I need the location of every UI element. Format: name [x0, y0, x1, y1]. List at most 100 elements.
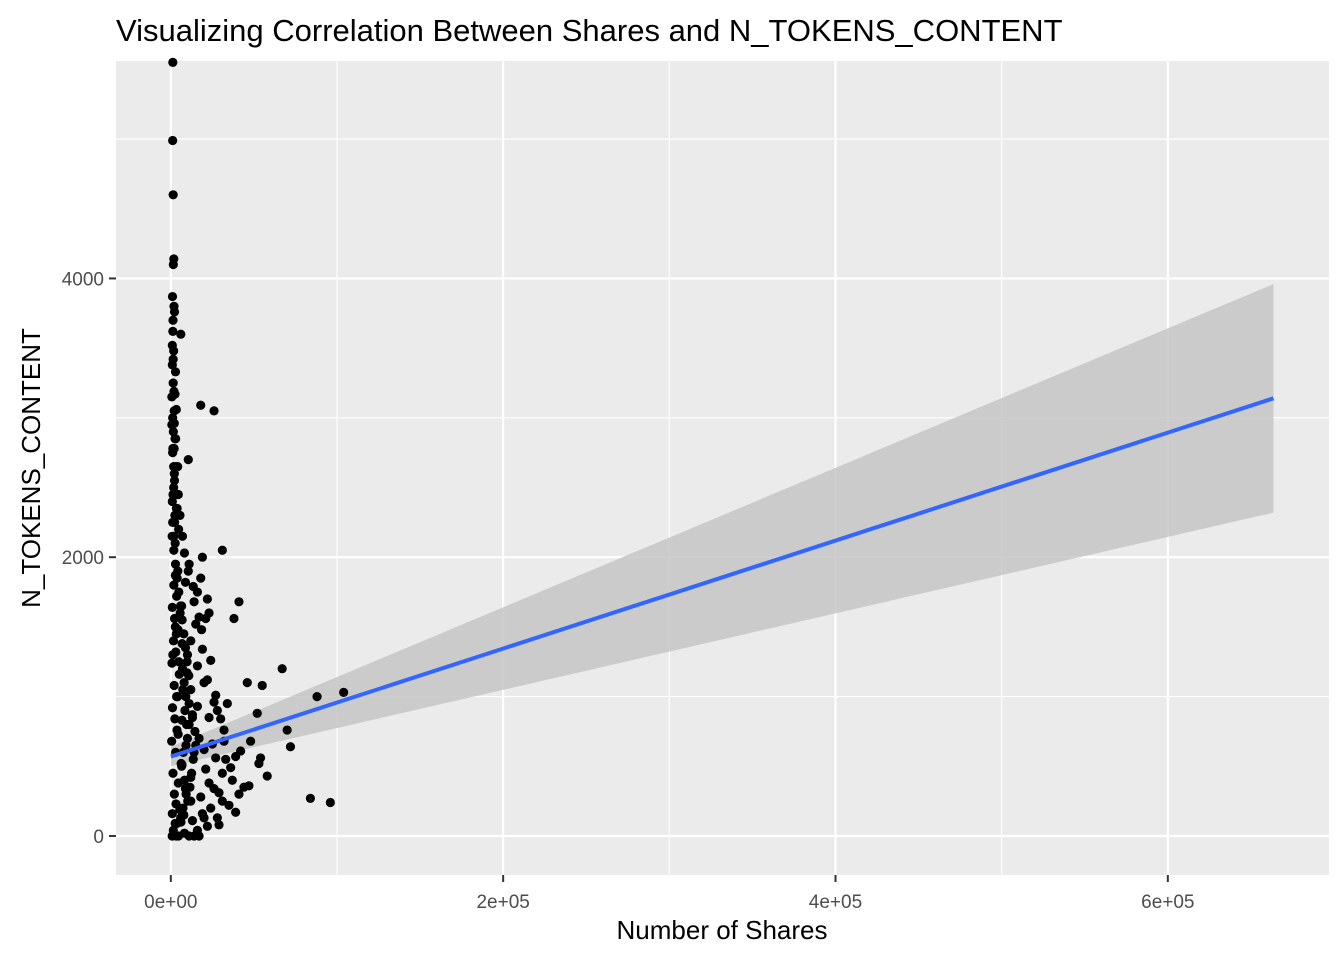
data-point	[189, 597, 199, 607]
data-point	[197, 552, 208, 562]
data-point	[167, 360, 177, 370]
data-point	[169, 468, 179, 479]
data-point	[252, 708, 262, 718]
data-point	[199, 678, 209, 688]
data-point	[196, 625, 207, 635]
data-point	[168, 378, 178, 388]
data-point	[170, 517, 180, 527]
data-point	[257, 680, 267, 691]
smooth-line-group	[170, 396, 1275, 759]
data-point	[182, 650, 193, 660]
data-point	[190, 726, 200, 737]
data-point	[236, 746, 246, 756]
data-point	[185, 782, 195, 792]
data-point	[217, 796, 227, 806]
data-point	[181, 740, 191, 750]
data-point	[170, 714, 180, 724]
data-point	[277, 664, 287, 674]
data-point	[196, 792, 206, 802]
data-point	[211, 753, 221, 763]
data-point	[242, 678, 252, 688]
data-point	[184, 698, 194, 709]
data-point	[168, 768, 178, 778]
data-point	[222, 698, 232, 709]
data-point	[180, 577, 191, 587]
data-point	[169, 475, 180, 486]
data-point	[285, 742, 296, 752]
data-point	[172, 725, 182, 735]
data-point	[169, 545, 179, 555]
axis-tick-labels: 0e+00 2e+05 4e+05 6e+05 0 2000 4000	[62, 269, 1195, 913]
data-point	[209, 697, 219, 707]
x-axis-title: Number of Shares	[617, 915, 828, 945]
data-point	[179, 629, 189, 639]
data-points	[167, 57, 349, 841]
data-point	[183, 796, 193, 806]
data-point	[173, 489, 183, 500]
data-point	[245, 736, 256, 746]
data-point	[181, 691, 191, 702]
data-point	[187, 816, 198, 826]
data-point	[206, 655, 216, 665]
data-point	[168, 57, 178, 67]
data-point	[212, 705, 222, 716]
y-tick-label: 4000	[62, 269, 104, 290]
data-point	[180, 643, 191, 653]
data-point	[167, 496, 177, 507]
data-point	[325, 797, 335, 808]
data-point	[184, 671, 194, 681]
data-point	[169, 680, 179, 691]
data-point	[170, 622, 180, 632]
x-tick-label: 2e+05	[476, 892, 529, 913]
data-point	[170, 559, 181, 569]
data-point	[167, 809, 177, 819]
axis-ticks	[109, 277, 1169, 882]
data-point	[174, 657, 184, 667]
data-point	[176, 817, 186, 827]
data-point	[224, 800, 234, 810]
data-point	[175, 608, 185, 618]
data-point	[167, 736, 177, 746]
data-point	[262, 771, 272, 781]
data-point	[169, 346, 179, 356]
data-point	[244, 781, 254, 791]
data-point	[179, 775, 190, 785]
data-point	[168, 825, 178, 835]
data-point	[168, 315, 178, 325]
data-point	[170, 434, 180, 444]
data-point	[234, 789, 244, 799]
data-point	[167, 602, 177, 612]
data-point	[179, 678, 189, 688]
confidence-band	[170, 284, 1274, 767]
data-point	[305, 793, 316, 803]
x-tick-label: 0e+00	[144, 892, 197, 913]
data-point	[169, 613, 180, 624]
data-point	[212, 813, 222, 823]
data-point	[183, 566, 193, 576]
data-point	[167, 531, 177, 541]
smooth-line	[170, 396, 1275, 759]
data-point	[216, 714, 226, 724]
x-tick-label: 6e+05	[1141, 892, 1194, 913]
data-point	[182, 733, 193, 744]
data-point	[175, 601, 186, 611]
data-point	[167, 658, 177, 668]
data-point	[169, 789, 179, 799]
data-point	[169, 406, 179, 416]
data-point	[184, 559, 194, 569]
data-point	[219, 725, 229, 735]
data-point	[194, 612, 204, 622]
data-point	[182, 657, 192, 667]
data-point	[167, 420, 177, 430]
data-point	[234, 597, 244, 607]
data-point	[168, 650, 178, 660]
data-point	[186, 636, 196, 646]
data-point	[178, 685, 188, 695]
data-point	[175, 510, 185, 520]
data-point	[312, 691, 322, 702]
data-point	[206, 803, 216, 813]
data-point	[181, 789, 191, 799]
y-axis-title: N_TOKENS_CONTENT	[16, 328, 46, 608]
data-point	[204, 712, 214, 723]
data-point	[177, 664, 188, 674]
